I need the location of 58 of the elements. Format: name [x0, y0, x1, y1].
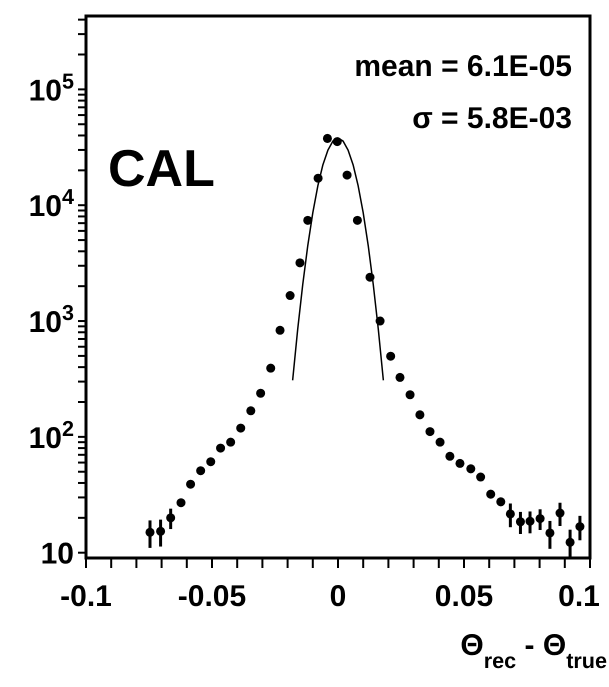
- point: [536, 514, 545, 524]
- point: [314, 174, 323, 183]
- point: [236, 424, 246, 433]
- point: [526, 516, 535, 526]
- point: [425, 427, 434, 436]
- point: [186, 480, 196, 489]
- text: CAL: [108, 140, 215, 198]
- point: [455, 458, 464, 468]
- point: [196, 466, 206, 476]
- x-tick-label: -0.1: [60, 580, 112, 613]
- annotation: σ = 5.8E-03: [412, 102, 572, 135]
- y-tick-label: 10: [40, 538, 74, 571]
- point: [466, 464, 476, 474]
- point: [545, 528, 554, 538]
- point: [216, 444, 226, 453]
- point: [286, 291, 295, 300]
- point: [415, 410, 424, 420]
- point: [176, 498, 186, 508]
- point: [376, 316, 385, 326]
- point: [395, 372, 405, 382]
- point: [166, 513, 176, 522]
- x-tick-label: 0.1: [558, 580, 600, 613]
- x-tick-label: 0: [330, 580, 346, 613]
- point: [342, 170, 352, 180]
- point: [276, 326, 285, 335]
- y-tick-label: 10$^{3}$: [28, 300, 74, 340]
- point: [226, 438, 236, 447]
- x-tick-label: 0.05: [434, 580, 494, 613]
- point: [496, 497, 506, 506]
- point: [266, 364, 276, 373]
- point: [406, 390, 415, 400]
- point: [332, 137, 342, 146]
- annotation: mean = 6.1E-05: [354, 50, 572, 83]
- point: [145, 528, 155, 537]
- point: [486, 490, 496, 499]
- y-tick-label: 10$^{2}$: [28, 415, 74, 455]
- point: [566, 538, 575, 547]
- point: [365, 272, 375, 282]
- point: [506, 509, 515, 518]
- point: [256, 388, 266, 398]
- point: [476, 472, 486, 482]
- point: [295, 258, 304, 268]
- point: [436, 438, 445, 447]
- point: [575, 522, 584, 532]
- point: [445, 452, 454, 461]
- point: [556, 508, 565, 518]
- point: [386, 352, 396, 361]
- point: [303, 216, 312, 225]
- point: [516, 517, 525, 526]
- y-tick-label: 10$^{4}$: [28, 184, 74, 224]
- point: [246, 406, 256, 416]
- point: [352, 216, 362, 225]
- point: [156, 526, 166, 536]
- x-axis-title: Θ$_{rec}$ - Θ$_{true}$: [460, 629, 607, 672]
- x-tick-label: -0.05: [178, 580, 246, 613]
- point: [322, 134, 332, 143]
- point: [206, 457, 216, 466]
- y-tick-label: 10$^{5}$: [28, 68, 74, 108]
